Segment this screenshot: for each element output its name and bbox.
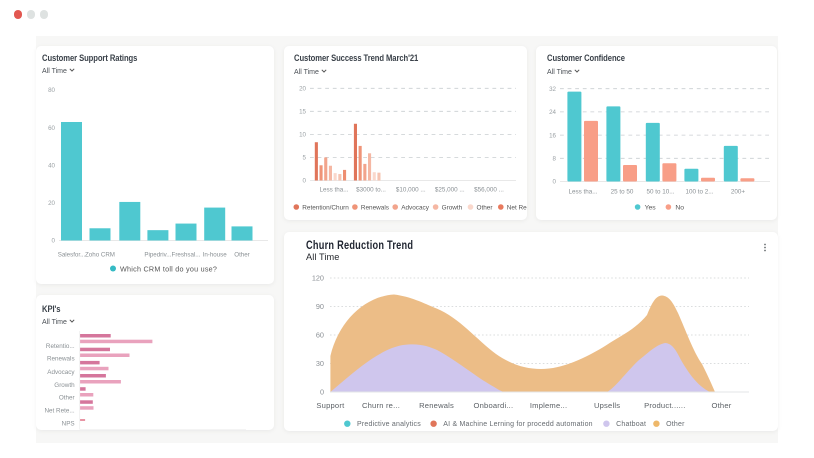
svg-text:32: 32: [549, 86, 556, 93]
svg-text:$56,000 ...: $56,000 ...: [474, 187, 504, 194]
svg-text:$3000 to...: $3000 to...: [356, 187, 386, 194]
svg-text:5: 5: [303, 155, 307, 162]
svg-text:Other: Other: [234, 252, 249, 259]
svg-text:24: 24: [549, 109, 556, 116]
svg-text:Other: Other: [712, 401, 732, 410]
svg-text:0: 0: [553, 179, 557, 186]
svg-text:Net Re: Net Re: [507, 204, 527, 211]
svg-text:Upsells: Upsells: [594, 401, 620, 410]
svg-text:Which CRM toll do you use?: Which CRM toll do you use?: [120, 264, 217, 273]
svg-text:0: 0: [52, 238, 56, 245]
svg-text:10: 10: [299, 132, 306, 139]
svg-text:Growth: Growth: [54, 382, 75, 389]
svg-text:Advocacy: Advocacy: [401, 204, 430, 211]
svg-text:Salesfor...: Salesfor...: [58, 252, 86, 259]
svg-text:NPS: NPS: [62, 421, 75, 428]
svg-text:Less tha...: Less tha...: [319, 187, 348, 194]
svg-text:Predictive analytics: Predictive analytics: [357, 421, 421, 428]
svg-text:Other: Other: [666, 421, 685, 428]
svg-text:Growth: Growth: [442, 204, 463, 211]
svg-text:30: 30: [316, 359, 324, 368]
svg-text:60: 60: [316, 330, 324, 339]
svg-text:Net Rete...: Net Rete...: [44, 408, 74, 415]
svg-text:20: 20: [299, 86, 306, 93]
svg-text:Other: Other: [477, 204, 494, 211]
svg-text:200+: 200+: [731, 189, 746, 196]
svg-text:Less tha...: Less tha...: [568, 189, 597, 196]
svg-text:Churn re...: Churn re...: [362, 401, 400, 410]
svg-text:90: 90: [316, 302, 324, 311]
svg-text:Yes: Yes: [645, 205, 657, 212]
svg-text:20: 20: [48, 200, 55, 207]
svg-text:15: 15: [299, 109, 306, 116]
svg-text:50 to 10...: 50 to 10...: [646, 189, 674, 196]
svg-text:AI & Machine Lerning for proce: AI & Machine Lerning for procedd automat…: [443, 421, 592, 428]
svg-text:Retentio...: Retentio...: [46, 343, 75, 350]
svg-text:Zoho CRM: Zoho CRM: [85, 252, 115, 259]
svg-text:Freshsal...: Freshsal...: [172, 252, 201, 259]
svg-text:Chatboat: Chatboat: [616, 421, 646, 428]
svg-text:Pipedriv...: Pipedriv...: [144, 252, 171, 259]
svg-text:Advocacy: Advocacy: [47, 369, 75, 376]
svg-text:120: 120: [312, 273, 324, 282]
svg-text:80: 80: [48, 87, 55, 94]
svg-text:25 to 50: 25 to 50: [611, 189, 634, 196]
svg-text:40: 40: [48, 163, 55, 170]
svg-text:0: 0: [320, 387, 324, 396]
svg-text:Retention/Churn: Retention/Churn: [302, 204, 349, 211]
svg-text:16: 16: [549, 132, 556, 139]
svg-text:Impleme...: Impleme...: [530, 401, 567, 410]
svg-text:0: 0: [303, 178, 307, 185]
svg-text:Onboardi...: Onboardi...: [474, 401, 514, 410]
svg-text:In-house: In-house: [203, 252, 228, 259]
svg-text:$10,000 ...: $10,000 ...: [396, 187, 426, 194]
svg-text:Support: Support: [316, 401, 345, 410]
svg-text:8: 8: [553, 156, 557, 163]
svg-text:No: No: [675, 205, 684, 212]
svg-text:100 to 2...: 100 to 2...: [685, 189, 713, 196]
svg-text:$25,000 ...: $25,000 ...: [435, 187, 465, 194]
svg-text:60: 60: [48, 125, 55, 132]
svg-text:Renewals: Renewals: [361, 204, 389, 211]
svg-text:Renewals: Renewals: [419, 401, 454, 410]
svg-text:Product......: Product......: [644, 401, 685, 410]
svg-text:Other: Other: [59, 395, 75, 402]
svg-text:Renewals: Renewals: [47, 356, 75, 363]
